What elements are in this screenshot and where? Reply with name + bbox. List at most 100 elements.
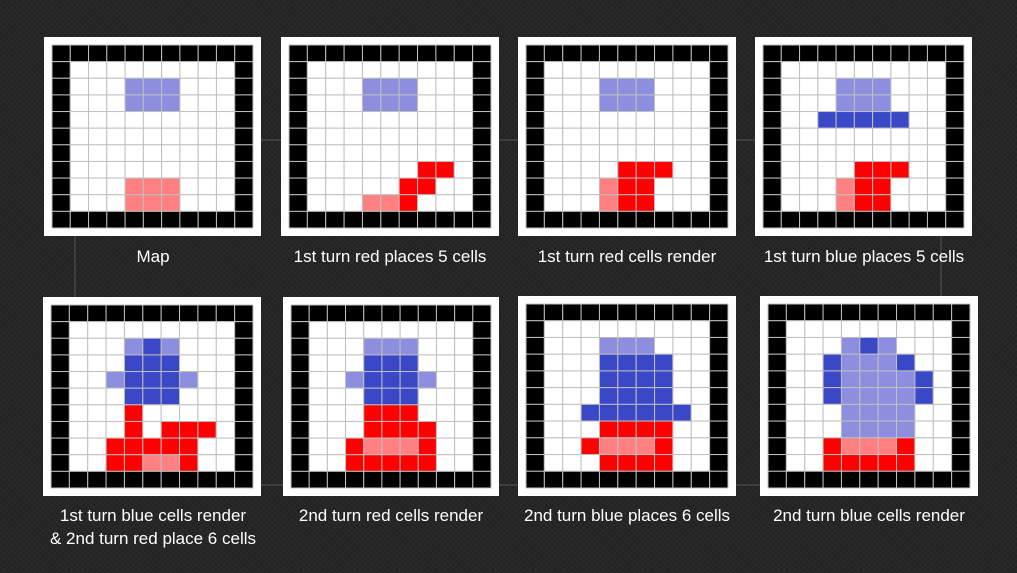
- cell-red-render: [105, 437, 125, 456]
- cell-empty: [654, 127, 674, 146]
- cell-empty: [306, 144, 327, 162]
- cell-empty: [908, 77, 928, 96]
- cell-wall: [343, 44, 363, 63]
- cell-empty: [908, 127, 928, 146]
- cell-empty: [672, 420, 692, 439]
- cell-wall: [672, 470, 692, 489]
- cell-empty: [435, 77, 455, 96]
- cell-blue-render: [817, 111, 837, 129]
- cell-empty: [160, 404, 181, 422]
- cell-blue-placed: [380, 94, 400, 113]
- cell-wall: [399, 304, 419, 323]
- cell-red-render: [399, 404, 419, 422]
- cell-wall: [945, 77, 965, 96]
- cell-blue-render: [672, 403, 692, 422]
- cell-wall: [543, 470, 564, 489]
- cell-blue-render: [580, 403, 600, 422]
- cell-empty: [343, 177, 363, 196]
- cell-empty: [398, 61, 419, 79]
- cell-empty: [179, 77, 199, 96]
- cell-blue-render: [160, 354, 181, 373]
- cell-red-render: [896, 437, 916, 456]
- cell-empty: [799, 177, 819, 196]
- caption-line: 2nd turn blue places 6 cells: [523, 506, 731, 525]
- cell-wall: [290, 354, 310, 373]
- cell-wall: [51, 111, 71, 129]
- cell-empty: [124, 111, 144, 129]
- cell-empty: [325, 61, 345, 79]
- cell-wall: [709, 370, 729, 389]
- cell-empty: [690, 370, 711, 389]
- cell-empty: [580, 353, 600, 372]
- cell-wall: [945, 44, 965, 63]
- cell-empty: [325, 194, 345, 212]
- cell-empty: [326, 321, 347, 339]
- cell-empty: [325, 77, 345, 96]
- cell-empty: [308, 354, 328, 373]
- cell-wall: [472, 127, 492, 146]
- cell-empty: [690, 387, 711, 405]
- cell-wall: [525, 77, 545, 96]
- cell-empty: [780, 194, 801, 212]
- cell-wall: [234, 321, 254, 339]
- caption-red-render-1: 1st turn red cells render: [494, 245, 760, 268]
- cell-red-render: [381, 420, 401, 439]
- cell-red-render: [399, 454, 419, 472]
- cell-empty: [785, 454, 806, 472]
- cell-empty: [215, 404, 236, 422]
- cell-wall: [142, 210, 163, 229]
- cell-empty: [543, 111, 564, 129]
- cell-wall: [926, 210, 947, 229]
- cell-empty: [106, 177, 126, 196]
- cell-wall: [288, 160, 308, 179]
- cell-empty: [562, 111, 582, 129]
- cell-empty: [835, 61, 855, 79]
- cell-empty: [799, 94, 819, 113]
- cell-wall: [123, 304, 144, 323]
- cell-empty: [617, 111, 637, 129]
- cell-empty: [306, 160, 327, 179]
- cell-blue-render: [381, 371, 401, 389]
- cell-empty: [215, 387, 236, 406]
- cell-blue-placed: [105, 371, 125, 389]
- cell-wall: [908, 44, 928, 63]
- cell-empty: [914, 437, 934, 456]
- cell-wall: [51, 144, 71, 162]
- cell-blue-placed: [398, 77, 419, 96]
- cell-empty: [325, 177, 345, 196]
- cell-blue-render: [635, 403, 656, 422]
- cell-empty: [932, 437, 953, 456]
- cell-wall: [635, 210, 656, 229]
- cell-blue-placed: [877, 336, 898, 355]
- cell-red-render: [179, 454, 199, 472]
- cell-red-render: [363, 404, 383, 422]
- cell-wall: [951, 370, 971, 389]
- cell-wall: [762, 77, 782, 96]
- cell-grid: [288, 44, 492, 229]
- caption-line: Map: [136, 247, 170, 266]
- cell-wall: [288, 194, 308, 212]
- cell-empty: [179, 404, 199, 422]
- cell-wall: [525, 403, 545, 422]
- cell-blue-render: [617, 387, 637, 405]
- cell-wall: [472, 354, 492, 373]
- cell-empty: [435, 437, 456, 456]
- cell-wall: [709, 403, 729, 422]
- cell-wall: [709, 127, 729, 146]
- cell-empty: [87, 454, 107, 472]
- cell-wall: [525, 194, 545, 212]
- cell-empty: [435, 144, 455, 162]
- cell-blue-render: [835, 111, 855, 129]
- cell-red-render: [381, 404, 401, 422]
- cell-wall: [835, 210, 855, 229]
- cell-wall: [381, 304, 401, 323]
- cell-wall: [951, 403, 971, 422]
- cell-empty: [580, 111, 600, 129]
- cell-blue-render: [853, 111, 874, 129]
- cell-blue-render: [617, 403, 637, 422]
- cell-red-render: [179, 437, 199, 456]
- cell-empty: [822, 320, 842, 338]
- cell-wall: [817, 210, 837, 229]
- cell-empty: [908, 94, 928, 113]
